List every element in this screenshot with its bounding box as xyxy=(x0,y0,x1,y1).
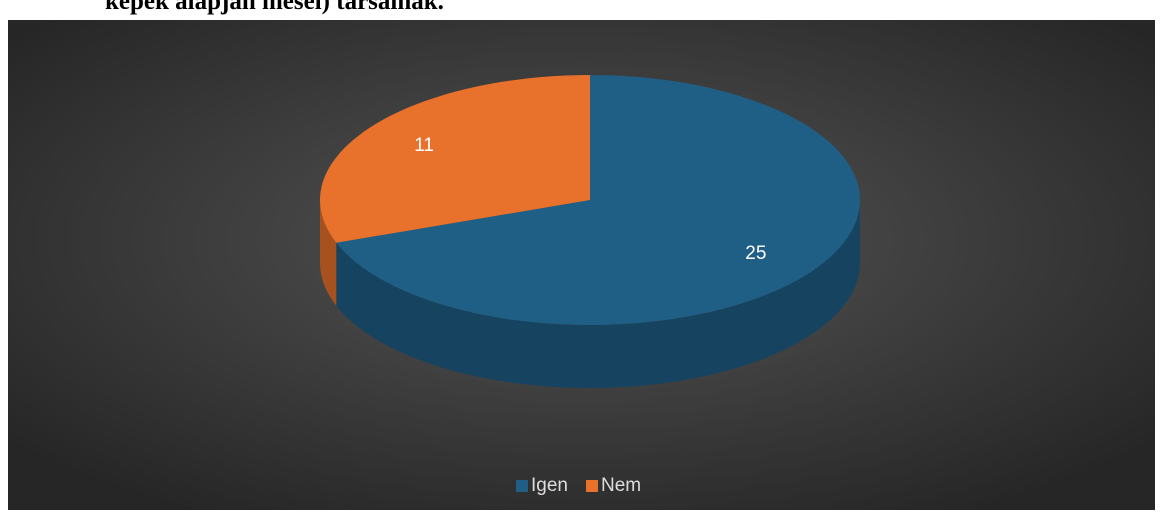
legend-label: Igen xyxy=(531,475,568,496)
legend-swatch xyxy=(516,480,528,492)
pie-slice-side xyxy=(320,200,337,306)
data-label: 11 xyxy=(414,135,434,156)
pie-slice xyxy=(320,75,590,243)
pie-slice xyxy=(336,75,861,325)
legend-label: Nem xyxy=(601,475,641,496)
data-label: 25 xyxy=(745,243,766,264)
pie-slice-side xyxy=(336,200,861,389)
legend-swatch xyxy=(585,480,598,492)
caption: képek alapján mesél) társainak. xyxy=(105,0,444,15)
